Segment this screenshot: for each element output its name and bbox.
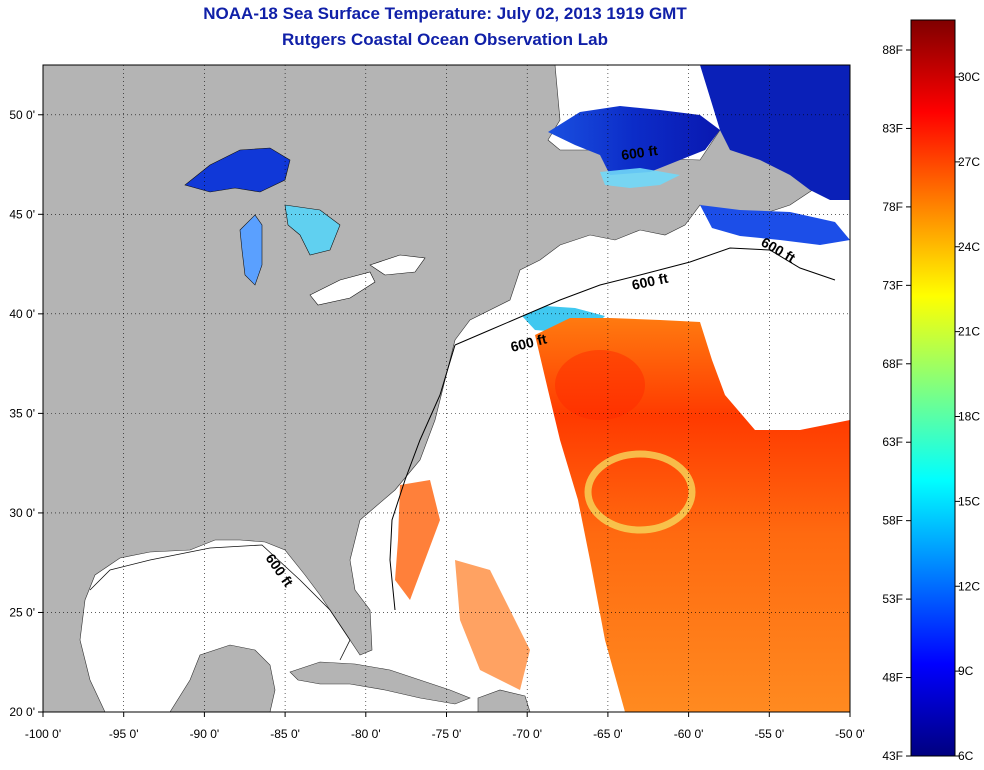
map-title: NOAA-18 Sea Surface Temperature: July 02… (203, 4, 687, 23)
latitude-axis: 20 0' 25 0' 30 0' 35 0' 40 0' 45 0' 50 0' (9, 108, 43, 719)
caribbean-sst (455, 560, 530, 690)
lat-tick-label: 50 0' (9, 108, 35, 122)
lat-tick-label: 40 0' (9, 307, 35, 321)
celsius-label: 15C (958, 494, 980, 508)
celsius-label: 9C (958, 664, 974, 678)
fahrenheit-label: 88F (882, 43, 903, 57)
fahrenheit-label: 83F (882, 121, 903, 135)
map-subtitle: Rutgers Coastal Ocean Observation Lab (282, 30, 608, 49)
depth-label: 600 ft (620, 142, 659, 163)
colorbar-ramp (910, 19, 956, 757)
lon-tick-label: -50 0' (835, 727, 865, 741)
depth-label: 600 ft (630, 270, 669, 293)
fahrenheit-label: 53F (882, 592, 903, 606)
celsius-scale: 30C 27C 24C 21C 18C 15C 12C 9C 6C (955, 70, 980, 763)
lon-tick-label: -60 0' (674, 727, 704, 741)
lon-tick-label: -70 0' (512, 727, 542, 741)
lon-tick-label: -55 0' (754, 727, 784, 741)
warm-core (555, 350, 645, 420)
lon-tick-label: -85 0' (270, 727, 300, 741)
lon-tick-label: -90 0' (190, 727, 220, 741)
lon-tick-label: -80 0' (351, 727, 381, 741)
lat-tick-label: 25 0' (9, 605, 35, 619)
fahrenheit-label: 78F (882, 200, 903, 214)
celsius-label: 27C (958, 155, 980, 169)
depth-contour-600ft (454, 247, 836, 346)
celsius-label: 12C (958, 579, 980, 593)
lon-tick-label: -65 0' (593, 727, 623, 741)
lon-tick-label: -95 0' (109, 727, 139, 741)
lat-tick-label: 30 0' (9, 506, 35, 520)
yucatan-land (169, 644, 276, 712)
lat-tick-label: 35 0' (9, 406, 35, 420)
fahrenheit-label: 48F (882, 671, 903, 685)
cuba-land (289, 661, 471, 705)
celsius-label: 18C (958, 410, 980, 424)
lake-huron (284, 204, 341, 256)
scotian-cool-sst (600, 168, 680, 188)
lake-erie (309, 271, 376, 306)
depth-contour-600ft-south (389, 344, 456, 611)
bahamas-sst (395, 480, 440, 600)
celsius-label: 30C (958, 70, 980, 84)
fahrenheit-scale: 88F 83F 78F 73F 68F 63F 58F 53F 48F 43F (882, 43, 911, 763)
longitude-axis: -100 0' -95 0' -90 0' -85 0' -80 0' -75 0' -70… (25, 712, 865, 741)
lat-tick-label: 20 0' (9, 705, 35, 719)
cool-eddy (584, 450, 696, 534)
gulf-st-lawrence-sst (548, 106, 720, 175)
lake-superior (184, 147, 291, 193)
lake-michigan (239, 214, 263, 286)
celsius-label: 24C (958, 240, 980, 254)
grand-banks-sst (700, 205, 850, 245)
celsius-label: 21C (958, 325, 980, 339)
fahrenheit-label: 58F (882, 514, 903, 528)
gulf-shelf-contour (89, 544, 351, 661)
fahrenheit-label: 68F (882, 357, 903, 371)
lake-ontario (369, 254, 426, 276)
celsius-label: 6C (958, 749, 974, 763)
fahrenheit-label: 63F (882, 435, 903, 449)
fahrenheit-label: 43F (882, 749, 903, 763)
lon-tick-label: -75 0' (432, 727, 462, 741)
labrador-sst (700, 65, 850, 200)
lon-tick-label: -100 0' (25, 727, 61, 741)
lat-tick-label: 45 0' (9, 207, 35, 221)
fahrenheit-label: 73F (882, 278, 903, 292)
hispaniola-land (477, 689, 531, 712)
